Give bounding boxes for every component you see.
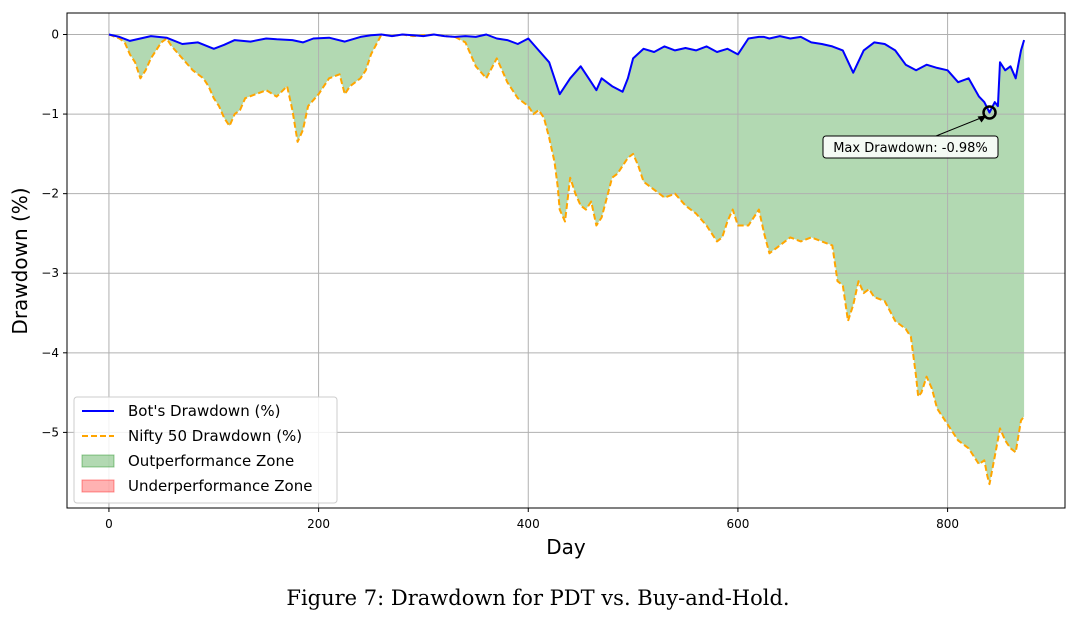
- nifty-drawdown-line: [108, 33, 1025, 486]
- annotation-text: Max Drawdown: -0.98%: [833, 141, 988, 156]
- plot-frame: [66, 12, 1066, 509]
- y-tick-label: 0: [51, 27, 59, 41]
- annotation-arrow: [935, 116, 985, 137]
- x-tick-label: 600: [726, 517, 749, 531]
- legend-box: [73, 396, 338, 504]
- y-tick-label: −2: [41, 187, 59, 201]
- y-tick-label: −1: [41, 107, 59, 121]
- annotation-box: [822, 135, 999, 159]
- series-layer: [108, 33, 1026, 486]
- x-tick-label: 200: [307, 517, 330, 531]
- bot-drawdown-line: [108, 33, 1026, 114]
- legend: Bot's Drawdown (%) Nifty 50 Drawdown (%) O…: [73, 396, 338, 504]
- y-tick-label: −4: [41, 346, 59, 360]
- x-tick-label: 400: [517, 517, 540, 531]
- legend-item-outperformance-label: Outperformance Zone: [128, 452, 294, 470]
- y-axis-label: Drawdown (%): [8, 187, 32, 334]
- legend-item-underperformance-label: Underperformance Zone: [128, 477, 312, 495]
- tick-layer: 0 200 400 600 800 0 −1 −2 −3 −4 −5: [41, 27, 959, 531]
- drawdown-chart: Max Drawdown: -0.98% 0 200 400 600 800 0 −1 −2 −…: [8, 12, 1066, 559]
- annotation-arrowhead: [977, 115, 987, 123]
- x-tick-label: 800: [936, 517, 959, 531]
- legend-item-nifty-label: Nifty 50 Drawdown (%): [128, 427, 302, 445]
- max-drawdown-marker: [982, 105, 997, 120]
- legend-item-underperformance-swatch: [81, 479, 115, 493]
- y-tick-label: −3: [41, 266, 59, 280]
- y-tick-label: −5: [41, 425, 59, 439]
- annotation-layer: Max Drawdown: -0.98%: [822, 105, 999, 159]
- legend-item-outperformance-swatch: [81, 454, 115, 468]
- legend-item-bot-label: Bot's Drawdown (%): [128, 402, 280, 420]
- figure-caption: Figure 7: Drawdown for PDT vs. Buy-and-H…: [286, 586, 790, 610]
- x-axis-label: Day: [546, 535, 586, 559]
- outperformance-fill-layer: [108, 34, 1025, 485]
- x-tick-label: 0: [105, 517, 113, 531]
- outperformance-zone-area: [108, 34, 1025, 485]
